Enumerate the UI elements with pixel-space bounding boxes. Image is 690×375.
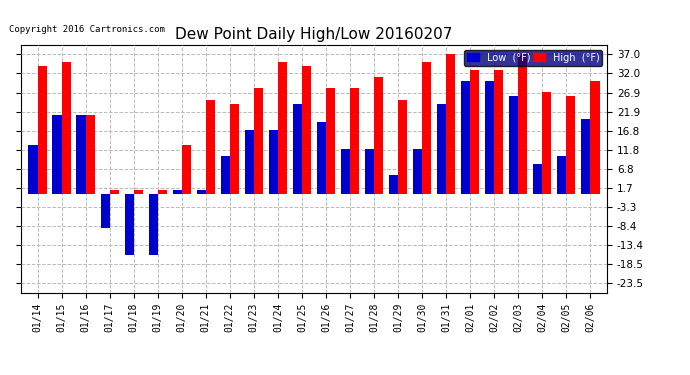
Bar (101, 194, 110, 228)
Bar (558, 156, 566, 194)
Bar (77, 115, 86, 194)
Bar (326, 88, 335, 194)
Bar (37, 66, 47, 194)
Bar (134, 190, 143, 194)
Text: Copyright 2016 Cartronics.com: Copyright 2016 Cartronics.com (9, 25, 165, 34)
Bar (28, 145, 37, 194)
Bar (398, 100, 407, 194)
Bar (269, 130, 278, 194)
Bar (374, 77, 383, 194)
Bar (413, 149, 422, 194)
Bar (317, 123, 326, 194)
Bar (461, 81, 470, 194)
Bar (181, 145, 191, 194)
Bar (470, 69, 480, 194)
Bar (61, 62, 70, 194)
Title: Dew Point Daily High/Low 20160207: Dew Point Daily High/Low 20160207 (175, 27, 453, 42)
Bar (148, 194, 158, 255)
Bar (124, 194, 134, 255)
Bar (86, 115, 95, 194)
Bar (422, 62, 431, 194)
Bar (341, 149, 350, 194)
Bar (293, 104, 302, 194)
Bar (542, 92, 551, 194)
Bar (197, 190, 206, 194)
Bar (52, 115, 61, 194)
Bar (591, 81, 600, 194)
Bar (566, 96, 575, 194)
Bar (172, 190, 181, 194)
Bar (446, 54, 455, 194)
Bar (533, 164, 542, 194)
Bar (254, 88, 263, 194)
Bar (518, 54, 527, 194)
Legend: Low  (°F), High  (°F): Low (°F), High (°F) (464, 50, 602, 66)
Bar (509, 96, 518, 194)
Bar (581, 118, 591, 194)
Bar (221, 156, 230, 194)
Bar (350, 88, 359, 194)
Bar (110, 190, 119, 194)
Bar (158, 190, 167, 194)
Bar (437, 104, 446, 194)
Bar (230, 104, 239, 194)
Bar (302, 66, 311, 194)
Bar (485, 81, 494, 194)
Bar (365, 149, 374, 194)
Bar (278, 62, 287, 194)
Bar (389, 176, 398, 194)
Bar (245, 130, 254, 194)
Bar (494, 69, 504, 194)
Bar (206, 100, 215, 194)
